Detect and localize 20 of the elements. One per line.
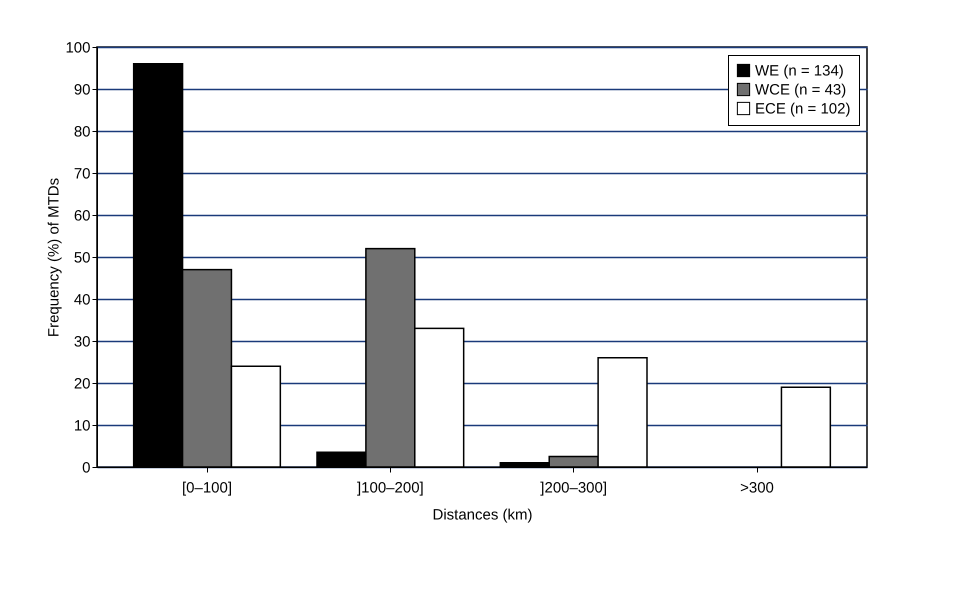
y-tick-label: 30: [74, 334, 90, 350]
y-tick-label: 50: [74, 250, 90, 266]
y-tick-label: 70: [74, 166, 90, 182]
x-tick-label: >300: [740, 480, 774, 496]
y-tick-label: 100: [65, 40, 90, 56]
y-axis-title: Frequency (%) of MTDs: [45, 178, 62, 338]
x-tick-label: ]200–300]: [540, 480, 608, 496]
y-tick-label: 80: [74, 124, 90, 140]
y-tick-label: 20: [74, 376, 90, 392]
y-tick-label: 10: [74, 418, 90, 434]
legend-label: WCE (n = 43): [755, 82, 846, 98]
x-tick-label: ]100–200]: [356, 480, 424, 496]
x-tick-label: [0–100]: [182, 480, 232, 496]
x-axis-title: Distances (km): [432, 506, 533, 524]
y-tick-label: 0: [82, 460, 90, 476]
legend-label: ECE (n = 102): [755, 100, 850, 118]
legend-label: WE (n = 134): [755, 62, 844, 80]
y-tick-label: 40: [74, 292, 90, 308]
y-tick-label: 90: [74, 82, 90, 98]
y-tick-label: 60: [74, 208, 90, 224]
